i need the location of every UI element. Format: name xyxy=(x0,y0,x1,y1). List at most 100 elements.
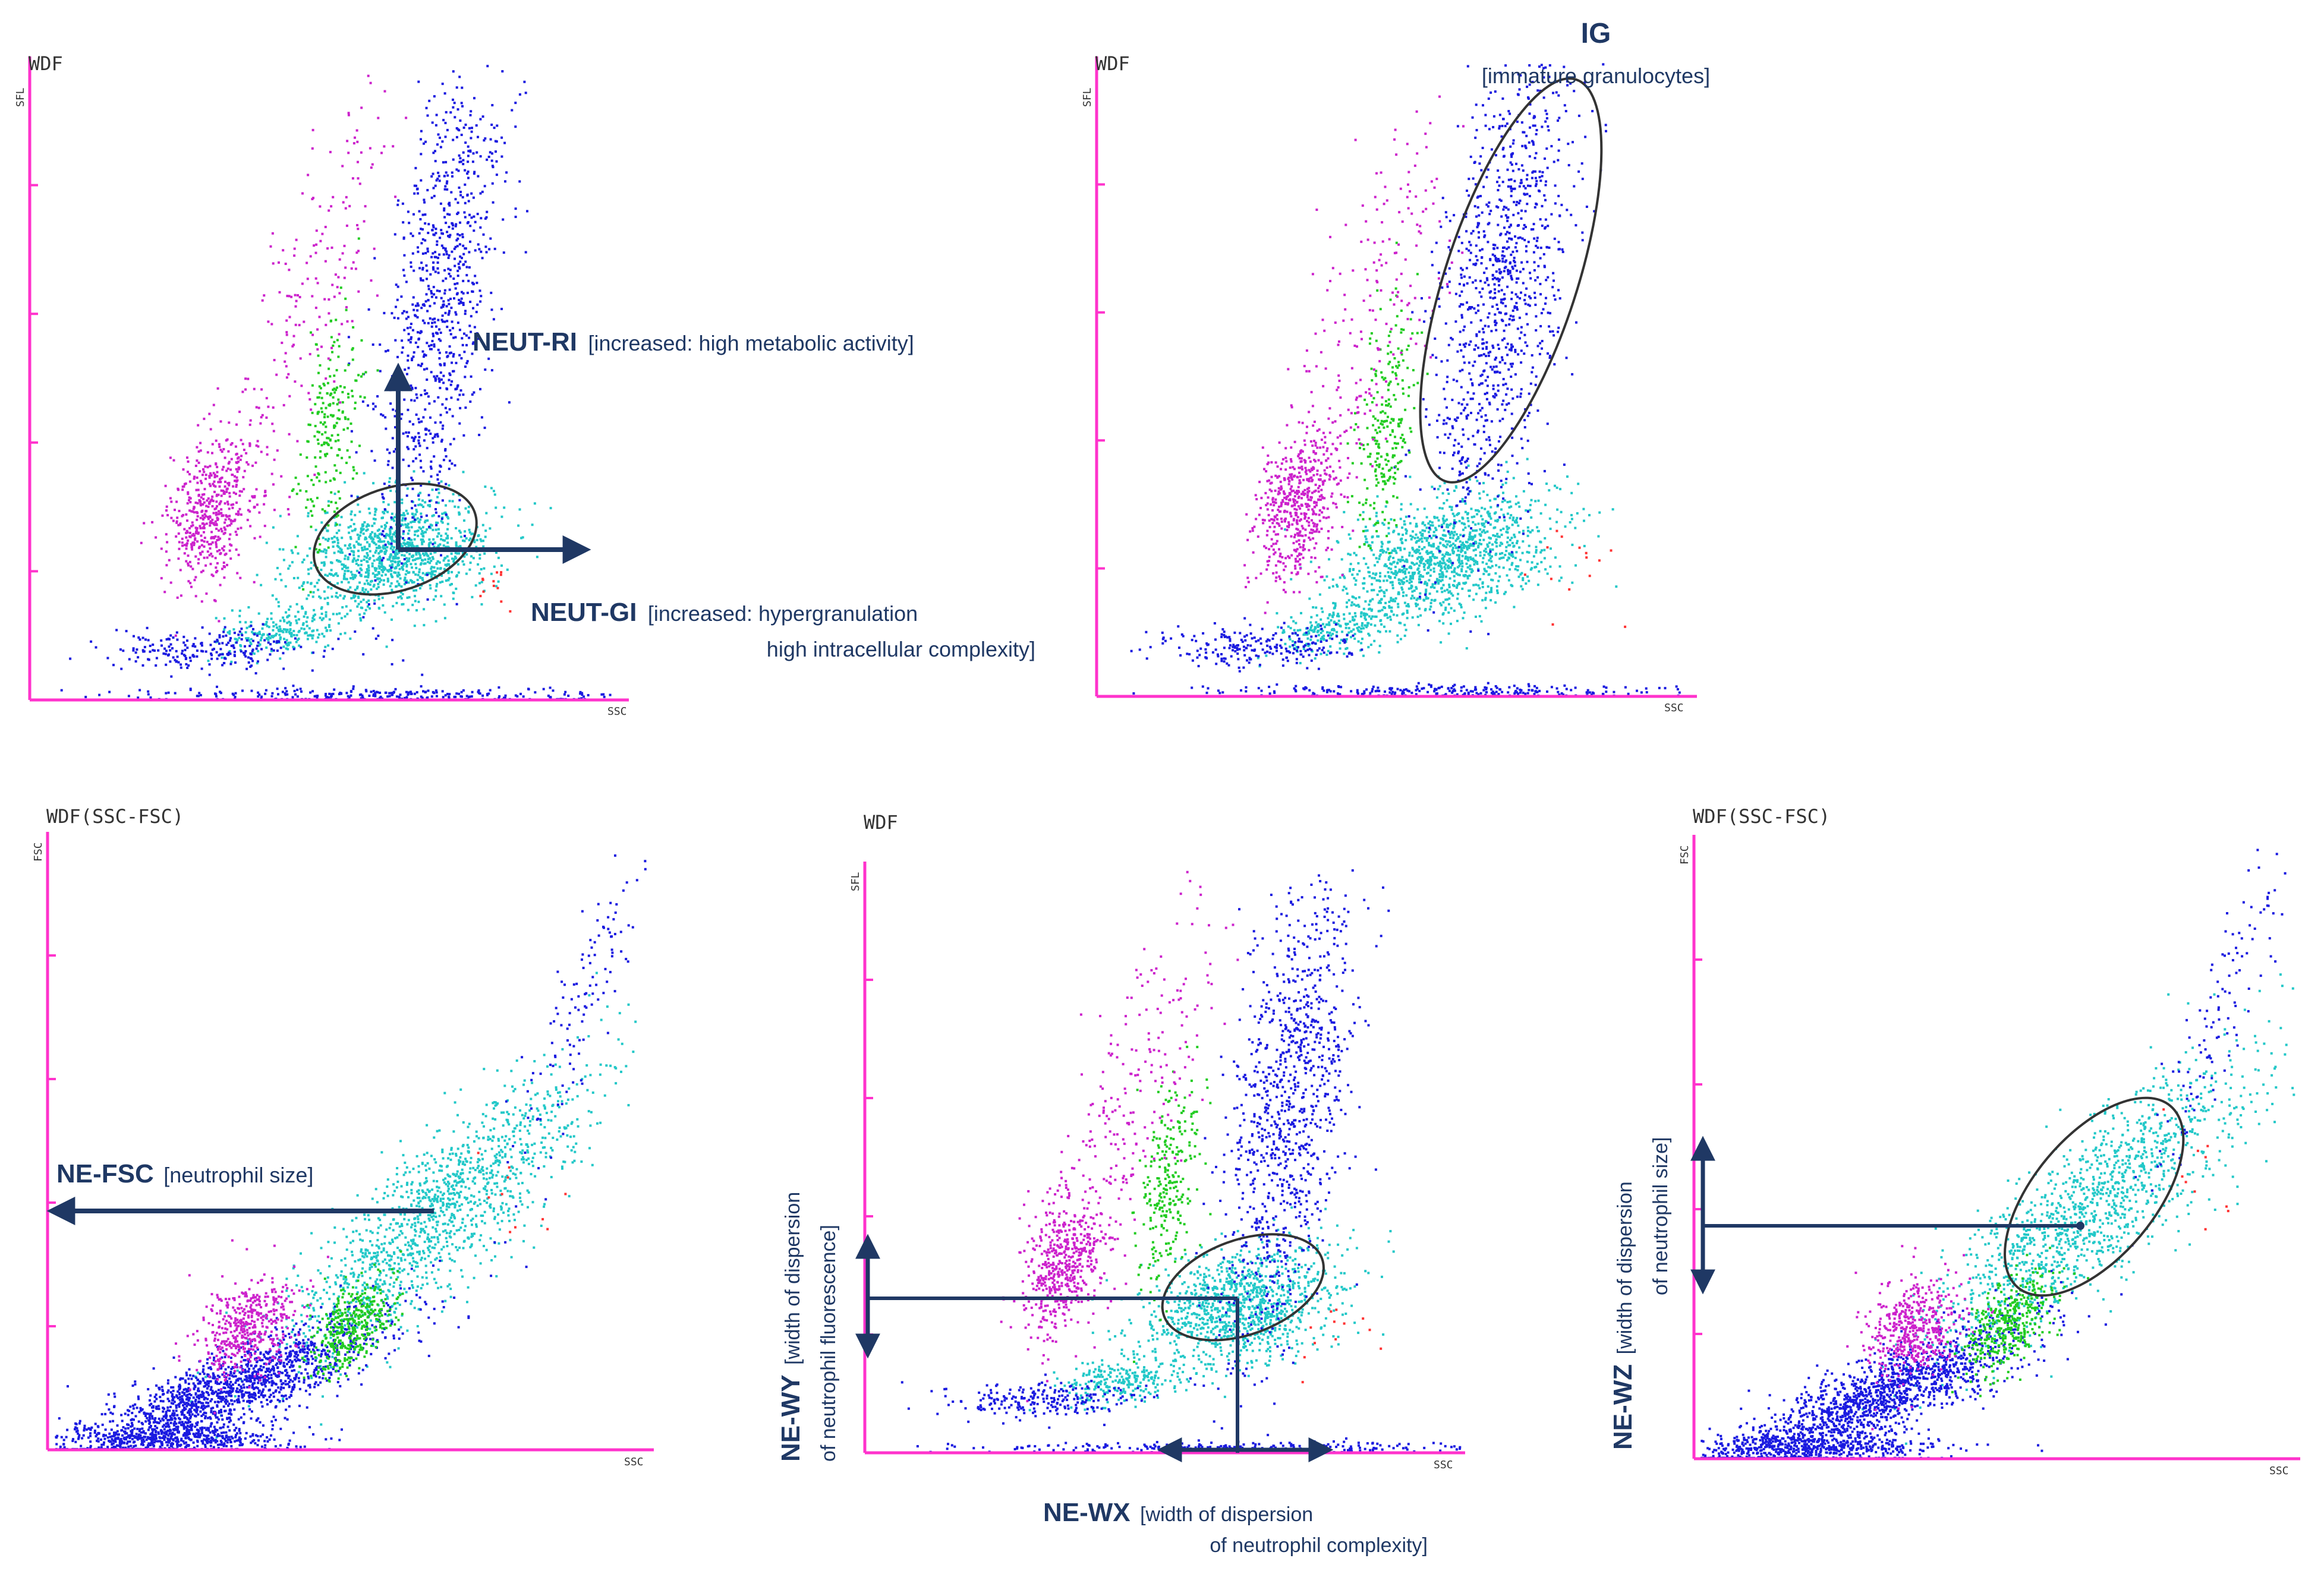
scatter-point xyxy=(1450,509,1453,512)
scatter-point xyxy=(247,656,250,659)
scatter-point xyxy=(1509,539,1511,541)
scatter-point xyxy=(1362,557,1365,560)
scatter-point xyxy=(216,657,219,660)
scatter-point xyxy=(376,536,379,539)
scatter-point xyxy=(369,147,371,150)
scatter-point xyxy=(1488,554,1491,557)
scatter-point xyxy=(451,361,454,364)
scatter-point xyxy=(367,572,370,575)
scatter-point xyxy=(1475,554,1477,557)
scatter-point xyxy=(429,572,432,575)
scatter-point xyxy=(350,690,352,693)
scatter-point xyxy=(439,136,441,139)
scatter-point xyxy=(448,203,450,206)
scatter-point xyxy=(501,70,504,72)
scatter-point xyxy=(201,493,204,496)
scatter-point xyxy=(265,397,268,400)
scatter-point xyxy=(438,357,441,360)
scatter-point xyxy=(329,414,332,417)
scatter-point xyxy=(1448,586,1451,588)
scatter-point xyxy=(430,196,433,199)
scatter-point xyxy=(174,658,177,661)
scatter-point xyxy=(232,644,235,647)
scatter-point xyxy=(1417,567,1420,570)
scatter-point xyxy=(1472,549,1475,552)
scatter-point xyxy=(462,159,465,162)
scatter-point xyxy=(234,475,236,478)
scatter-point xyxy=(215,494,218,497)
scatter-point xyxy=(484,137,487,140)
scatter-point xyxy=(317,371,320,374)
scatter-point xyxy=(469,400,472,403)
scatter-point xyxy=(382,516,384,519)
scatter-point xyxy=(194,555,197,558)
scatter-point xyxy=(1469,531,1472,534)
scatter-point xyxy=(165,509,168,512)
scatter-point xyxy=(579,690,582,693)
scatter-point xyxy=(498,695,501,698)
scatter-point xyxy=(1490,591,1493,594)
scatter-point xyxy=(1353,612,1356,615)
scatter-point xyxy=(1419,552,1421,555)
scatter-point xyxy=(367,564,370,567)
scatter-point xyxy=(383,527,386,530)
scatter-point xyxy=(326,511,329,514)
scatter-point xyxy=(448,311,451,314)
scatter-point xyxy=(348,544,351,547)
scatter-point xyxy=(392,517,395,520)
scatter-point xyxy=(1507,579,1510,582)
scatter-point xyxy=(289,605,292,608)
scatter-point xyxy=(386,463,389,466)
scatter-point xyxy=(222,465,225,468)
scatter-point xyxy=(323,413,326,416)
scatter-point xyxy=(288,630,291,633)
scatter-point xyxy=(1315,606,1318,609)
scatter-point xyxy=(1466,513,1469,516)
scatter-point xyxy=(176,516,179,519)
scatter-point xyxy=(380,413,383,416)
scatter-point xyxy=(1483,525,1486,528)
scatter-point xyxy=(229,637,232,640)
scatter-point xyxy=(1522,540,1525,543)
scatter-point xyxy=(352,557,355,560)
scatter-point xyxy=(379,532,382,535)
scatter-point xyxy=(412,589,415,592)
scatter-point xyxy=(449,275,452,277)
scatter-point xyxy=(407,367,410,370)
scatter-point xyxy=(462,393,465,396)
scatter-point xyxy=(1419,531,1422,534)
scatter-point xyxy=(227,653,230,656)
scatter-point xyxy=(411,507,414,510)
scatter-point xyxy=(1425,588,1428,591)
scatter-point xyxy=(1482,490,1485,493)
scatter-point xyxy=(169,649,172,652)
scatter-point xyxy=(292,648,295,651)
scatter-point xyxy=(1533,566,1536,569)
scatter-point xyxy=(396,355,399,358)
scatter-point xyxy=(417,80,420,83)
scatter-point xyxy=(1446,570,1448,573)
scatter-point xyxy=(208,475,211,478)
scatter-point xyxy=(1437,545,1440,548)
scatter-point xyxy=(1358,596,1361,599)
scatter-point xyxy=(188,496,191,499)
scatter-point xyxy=(201,539,203,542)
scatter-point xyxy=(446,326,449,329)
scatter-point xyxy=(379,577,381,580)
scatter-point xyxy=(141,636,144,639)
scatter-point xyxy=(1489,557,1492,560)
scatter-point xyxy=(430,570,433,573)
scatter-point xyxy=(320,345,323,348)
scatter-point xyxy=(311,295,314,298)
scatter-point xyxy=(169,660,172,663)
scatter-point xyxy=(238,411,241,414)
scatter-point xyxy=(514,207,517,210)
scatter-point xyxy=(428,500,431,503)
scatter-point xyxy=(84,696,87,698)
scatter-point xyxy=(396,285,399,288)
scatter-point xyxy=(377,572,380,575)
scatter-point xyxy=(1406,560,1409,563)
scatter-point xyxy=(384,573,387,576)
scatter-point xyxy=(426,528,429,531)
scatter-point xyxy=(446,516,449,518)
